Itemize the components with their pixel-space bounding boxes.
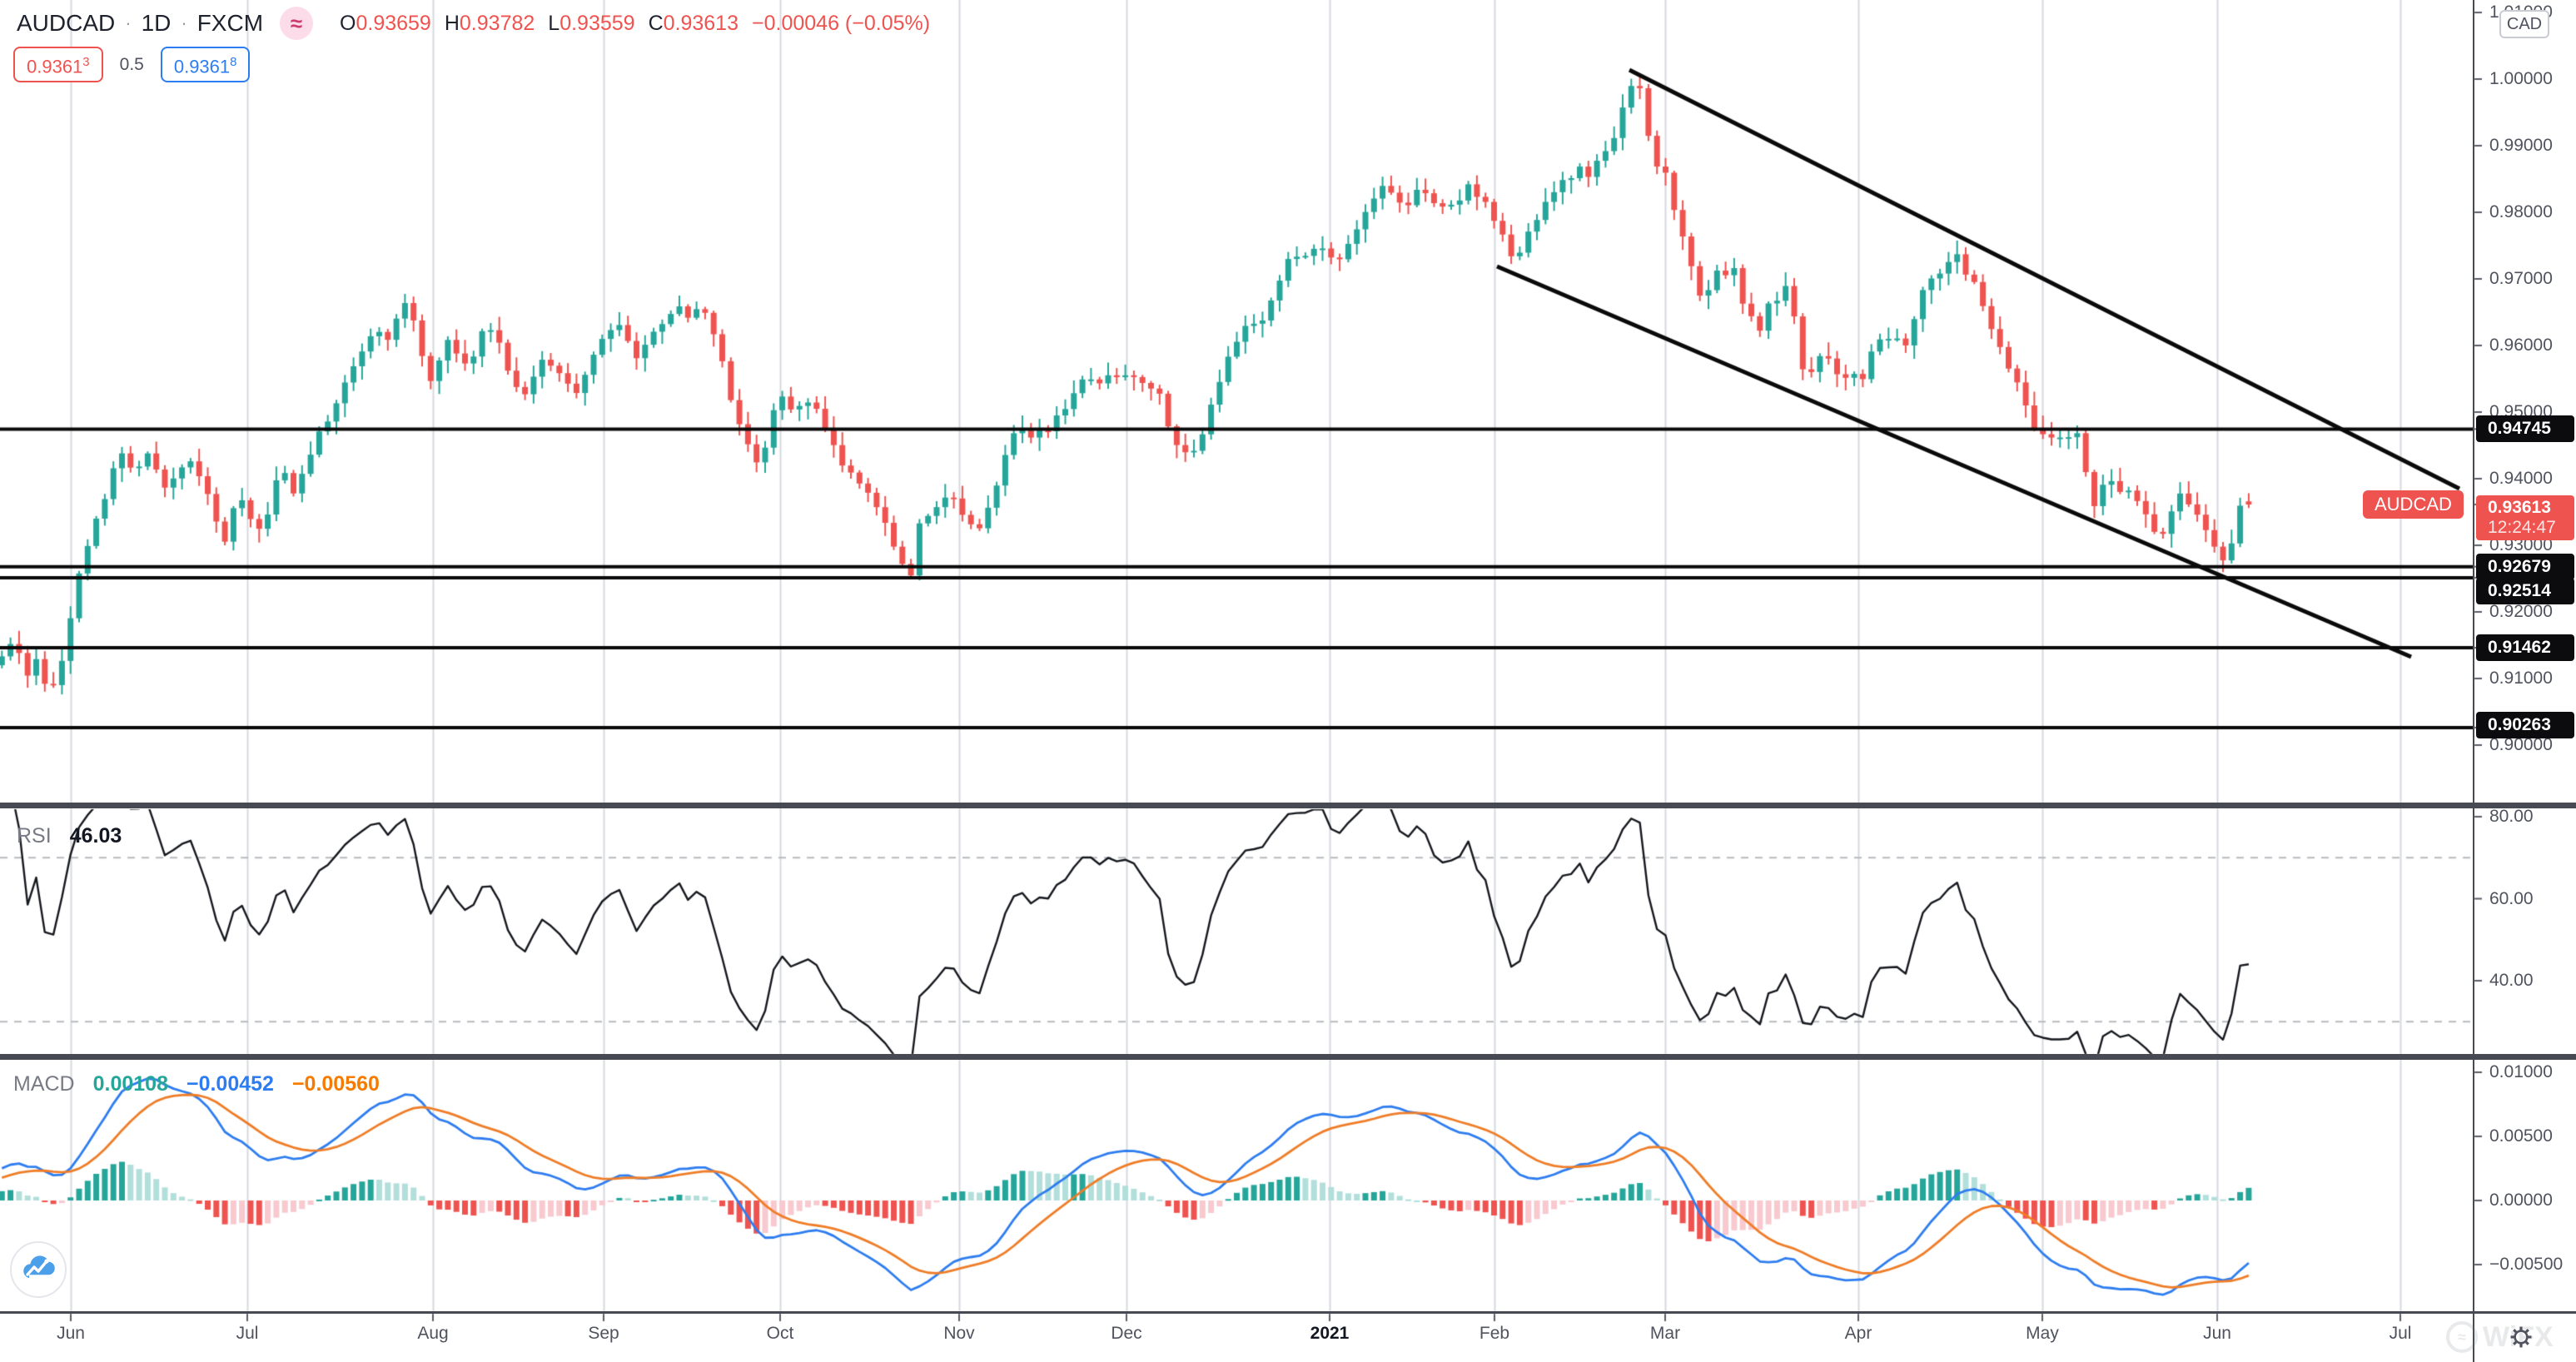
time-tick-label: Apr <box>1844 1324 1872 1343</box>
bid-ask-panel: 0.93613 0.5 0.93618 <box>13 47 251 83</box>
last-price-value: 0.93613 <box>2488 497 2551 517</box>
last-price-label: 0.93613 12:24:47 <box>2476 495 2574 540</box>
price-tick-label: 0.99000 <box>2489 136 2553 155</box>
macd-hist-value: 0.00108 <box>92 1072 168 1096</box>
price-line-label[interactable]: 0.94745 <box>2476 415 2574 443</box>
macd-legend[interactable]: MACD 0.00108 −0.00452 −0.00560 <box>13 1072 380 1096</box>
high-label: H <box>444 11 460 35</box>
macd-title[interactable]: MACD <box>13 1072 75 1096</box>
price-tick-label: 0.92000 <box>2489 602 2553 621</box>
time-axis-settings-gear-icon[interactable] <box>2504 1320 2538 1354</box>
open-value: 0.93659 <box>356 11 431 35</box>
bar-countdown: 12:24:47 <box>2488 517 2556 537</box>
tradingview-logo[interactable] <box>10 1241 67 1298</box>
time-tick-label: Jun <box>2203 1324 2231 1343</box>
time-tick-label: Dec <box>1111 1324 1142 1343</box>
close-label: C <box>648 11 664 35</box>
price-tick-label: 0.97000 <box>2489 269 2553 288</box>
ohlc-values: O0.93659 H0.93782 L0.93559 C0.93613 −0.0… <box>340 12 930 36</box>
rsi-value: 46.03 <box>69 824 122 848</box>
macd-tick-label: −0.00500 <box>2489 1255 2564 1274</box>
low-label: L <box>548 11 560 35</box>
delayed-data-icon[interactable]: ≈ <box>280 7 314 40</box>
macd-signal-value: −0.00560 <box>291 1072 380 1096</box>
macd-line-value: −0.00452 <box>186 1072 274 1096</box>
rsi-tick-label: 60.00 <box>2489 888 2534 908</box>
time-tick-label: Jun <box>57 1324 85 1343</box>
time-tick-label: Jul <box>2389 1324 2412 1343</box>
cloud-chart-icon <box>23 1255 55 1278</box>
buy-button[interactable]: 0.93618 <box>160 47 251 83</box>
time-tick-label: Nov <box>943 1324 975 1343</box>
watermark-wave-icon: ≈ <box>2446 1321 2478 1353</box>
legend-separator: · <box>181 12 187 33</box>
pane-separator-macd[interactable] <box>0 1054 2576 1060</box>
sell-button[interactable]: 0.93613 <box>13 47 103 83</box>
high-value: 0.93782 <box>459 11 535 35</box>
time-tick-label: Aug <box>417 1324 449 1343</box>
price-line-label[interactable]: 0.92514 <box>2476 577 2574 604</box>
watermark-text: WiFX <box>2483 1320 2554 1353</box>
chart-legend[interactable]: AUDCAD · 1D · FXCM ≈ O0.93659 H0.93782 L… <box>17 7 930 40</box>
provider-watermark: ≈ WiFX <box>2446 1319 2571 1355</box>
pane-separator-rsi[interactable] <box>0 803 2576 808</box>
macd-tick-label: 0.00500 <box>2489 1126 2553 1146</box>
close-value: 0.93613 <box>663 11 738 35</box>
time-tick-label: Mar <box>1649 1324 1681 1343</box>
price-tick-label: 0.96000 <box>2489 336 2553 355</box>
legend-separator: · <box>125 12 132 33</box>
price-tick-label: 1.00000 <box>2489 69 2553 88</box>
spread-value: 0.5 <box>119 54 144 74</box>
price-line-label[interactable]: 0.92679 <box>2476 553 2574 580</box>
time-tick-label: 2021 <box>1310 1324 1350 1343</box>
macd-tick-label: 0.00000 <box>2489 1191 2553 1210</box>
change-value: −0.00046 (−0.05%) <box>752 11 931 35</box>
rsi-legend[interactable]: RSI 46.03 <box>17 824 122 848</box>
time-tick-label: May <box>2026 1324 2059 1343</box>
price-tick-label: 0.94000 <box>2489 469 2553 488</box>
last-price-symbol-tag: AUDCAD <box>2363 490 2464 519</box>
rsi-tick-label: 40.00 <box>2489 971 2534 990</box>
time-tick-label: Jul <box>236 1324 259 1343</box>
time-axis-border <box>0 1311 2576 1314</box>
rsi-title[interactable]: RSI <box>17 824 52 848</box>
currency-unit-button[interactable]: CAD <box>2499 10 2549 38</box>
price-tick-label: 0.91000 <box>2489 669 2553 688</box>
low-value: 0.93559 <box>559 11 635 35</box>
time-tick-label: Oct <box>766 1324 794 1343</box>
macd-tick-label: 0.01000 <box>2489 1062 2553 1081</box>
time-tick-label: Feb <box>1479 1324 1510 1343</box>
price-line-label[interactable]: 0.91462 <box>2476 634 2574 662</box>
exchange-label[interactable]: FXCM <box>196 10 264 36</box>
price-axis-border <box>2473 0 2474 1362</box>
symbol-title[interactable]: AUDCAD <box>17 10 116 36</box>
price-line-label[interactable]: 0.90263 <box>2476 711 2574 738</box>
rsi-tick-label: 80.00 <box>2489 807 2534 826</box>
price-tick-label: 0.98000 <box>2489 202 2553 221</box>
time-tick-label: Sep <box>588 1324 619 1343</box>
open-label: O <box>340 11 356 35</box>
interval-label[interactable]: 1D <box>141 10 172 36</box>
price-tick-label: 0.90000 <box>2489 735 2553 754</box>
